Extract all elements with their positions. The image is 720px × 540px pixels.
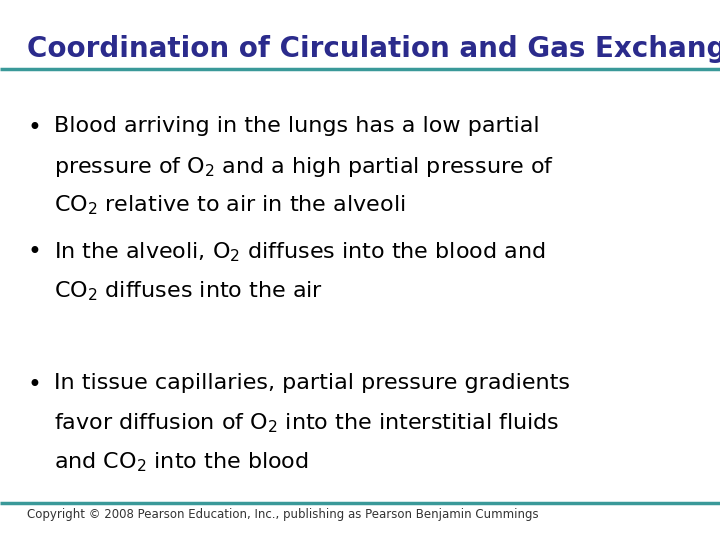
Text: pressure of O$_{2}$ and a high partial pressure of: pressure of O$_{2}$ and a high partial p…	[54, 155, 554, 179]
Text: Blood arriving in the lungs has a low partial: Blood arriving in the lungs has a low pa…	[54, 116, 539, 136]
Text: Coordination of Circulation and Gas Exchange: Coordination of Circulation and Gas Exch…	[27, 35, 720, 63]
Text: and CO$_{2}$ into the blood: and CO$_{2}$ into the blood	[54, 450, 309, 474]
Text: In tissue capillaries, partial pressure gradients: In tissue capillaries, partial pressure …	[54, 373, 570, 393]
Text: •: •	[27, 116, 41, 140]
Text: In the alveoli, O$_{2}$ diffuses into the blood and: In the alveoli, O$_{2}$ diffuses into th…	[54, 240, 545, 264]
Text: •: •	[27, 373, 41, 396]
Text: •: •	[27, 240, 41, 264]
Text: CO$_{2}$ diffuses into the air: CO$_{2}$ diffuses into the air	[54, 279, 323, 303]
Text: favor diffusion of O$_{2}$ into the interstitial fluids: favor diffusion of O$_{2}$ into the inte…	[54, 411, 559, 435]
Text: Copyright © 2008 Pearson Education, Inc., publishing as Pearson Benjamin Cumming: Copyright © 2008 Pearson Education, Inc.…	[27, 508, 539, 521]
Text: CO$_{2}$ relative to air in the alveoli: CO$_{2}$ relative to air in the alveoli	[54, 194, 405, 218]
